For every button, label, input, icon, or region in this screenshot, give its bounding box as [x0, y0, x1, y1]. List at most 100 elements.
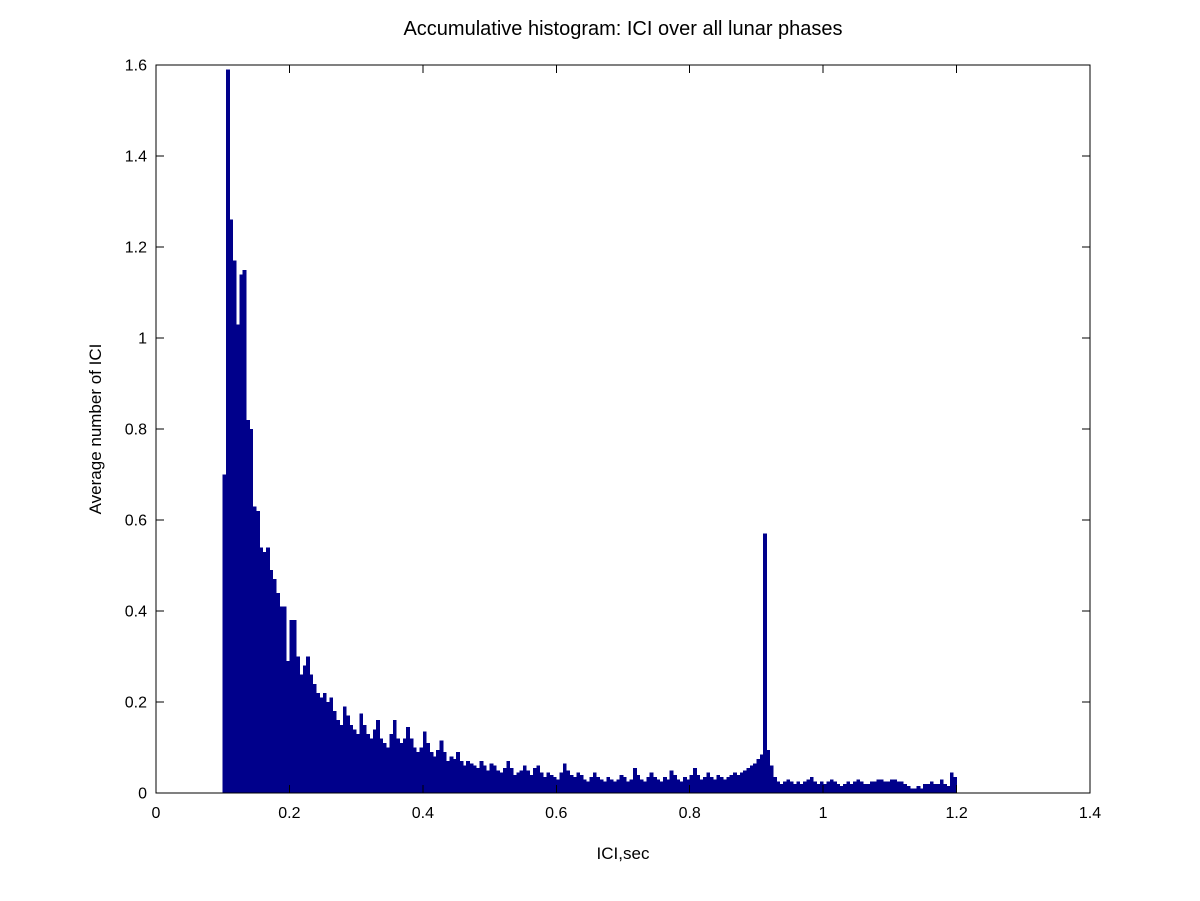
histogram-bar	[849, 783, 854, 793]
histogram-bar	[292, 620, 297, 793]
histogram-bar	[789, 781, 794, 794]
histogram-bar	[863, 783, 867, 793]
histogram-bar	[262, 551, 267, 793]
histogram-bar	[746, 767, 751, 793]
axis-box	[155, 64, 1091, 794]
histogram-bar	[329, 697, 334, 793]
histogram-bar	[916, 786, 921, 793]
histogram-bar	[439, 740, 444, 793]
histogram-bar	[616, 779, 621, 793]
histogram-bar	[322, 692, 327, 793]
histogram-bar	[222, 474, 227, 793]
histogram-bar	[229, 219, 234, 793]
histogram-bar	[369, 738, 374, 793]
histogram-bar	[312, 683, 317, 793]
histogram-bar	[713, 779, 717, 793]
x-tick-label: 0.4	[412, 805, 434, 822]
histogram-bar	[516, 772, 520, 793]
histogram-bar	[272, 579, 277, 793]
histogram-bar	[913, 788, 917, 793]
histogram-bar	[356, 733, 360, 793]
histogram-bar	[856, 779, 861, 793]
histogram-bar	[869, 781, 874, 794]
y-tick-label: 0.8	[125, 422, 147, 439]
histogram-bar	[339, 724, 344, 793]
histogram-bar	[683, 777, 687, 793]
histogram-bar	[679, 781, 684, 794]
histogram-bar	[336, 720, 340, 793]
x-tick-label: 1	[819, 805, 828, 822]
histogram-bar	[386, 747, 390, 793]
histogram-bar	[749, 765, 754, 793]
x-tick-label: 0.6	[545, 805, 567, 822]
histogram-bar	[286, 661, 290, 793]
histogram-bar	[342, 706, 347, 793]
histogram-bar	[909, 788, 914, 793]
histogram-bar	[372, 729, 377, 793]
y-tick-label: 1.2	[125, 240, 147, 257]
histogram-bar	[883, 781, 887, 794]
histogram-bar	[636, 774, 641, 793]
histogram-bar	[536, 765, 541, 793]
histogram-bar	[796, 781, 801, 794]
histogram-bar	[359, 713, 364, 794]
histogram-bar	[319, 697, 324, 793]
histogram-bar	[893, 779, 897, 793]
histogram-bar	[946, 786, 951, 793]
histogram-bar	[399, 742, 404, 793]
histogram-bar	[633, 767, 637, 793]
histogram-bar	[889, 779, 894, 793]
histogram-bar	[833, 781, 837, 794]
histogram-bar	[249, 429, 254, 793]
histogram-bar	[239, 274, 244, 793]
histogram-bar	[522, 765, 527, 793]
histogram-bar	[376, 720, 380, 793]
histogram-bar	[709, 777, 714, 793]
histogram-bar	[716, 774, 721, 793]
histogram-bar	[232, 260, 237, 793]
histogram-bar	[266, 547, 270, 793]
histogram-bar	[643, 781, 647, 794]
histogram-bar	[836, 783, 841, 793]
histogram-bar	[673, 774, 677, 793]
histogram-bar	[929, 781, 934, 794]
histogram-bar	[733, 772, 737, 793]
histogram-bar	[299, 674, 304, 793]
histogram-bar	[659, 781, 664, 794]
histogram-bar	[592, 772, 597, 793]
histogram-bar	[793, 783, 797, 793]
histogram-bar	[612, 781, 617, 794]
histogram-bar	[706, 772, 711, 793]
y-tick-label: 1	[138, 331, 147, 348]
histogram-bar	[696, 774, 701, 793]
histogram-bar	[846, 781, 851, 794]
histogram-bar	[876, 779, 881, 793]
histogram-bar	[626, 781, 631, 794]
histogram-bar	[452, 758, 457, 794]
histogram-bar	[576, 772, 581, 793]
histogram-bar	[809, 777, 814, 793]
histogram-bar	[259, 547, 264, 793]
histogram-bar	[572, 777, 577, 793]
histogram-bar	[703, 777, 707, 793]
histogram-bar	[432, 756, 437, 793]
histogram-bar	[886, 781, 891, 794]
histogram-bar	[623, 777, 627, 793]
histogram-bar	[549, 774, 554, 793]
histogram-bar	[619, 774, 624, 793]
histogram-bar	[539, 772, 544, 793]
histogram-bar	[279, 606, 284, 793]
histogram-bar	[252, 506, 257, 793]
histogram-bar	[442, 752, 447, 793]
x-tick-label: 0	[152, 805, 161, 822]
histogram-bar	[472, 765, 477, 793]
histogram-bar	[446, 761, 450, 793]
histogram-bar	[653, 777, 657, 793]
histogram-bar	[316, 692, 320, 793]
histogram-bar	[396, 738, 400, 793]
histogram-bar	[639, 779, 644, 793]
histogram-bar	[476, 767, 480, 793]
histogram-bar	[719, 777, 724, 793]
histogram-bar	[362, 724, 367, 793]
